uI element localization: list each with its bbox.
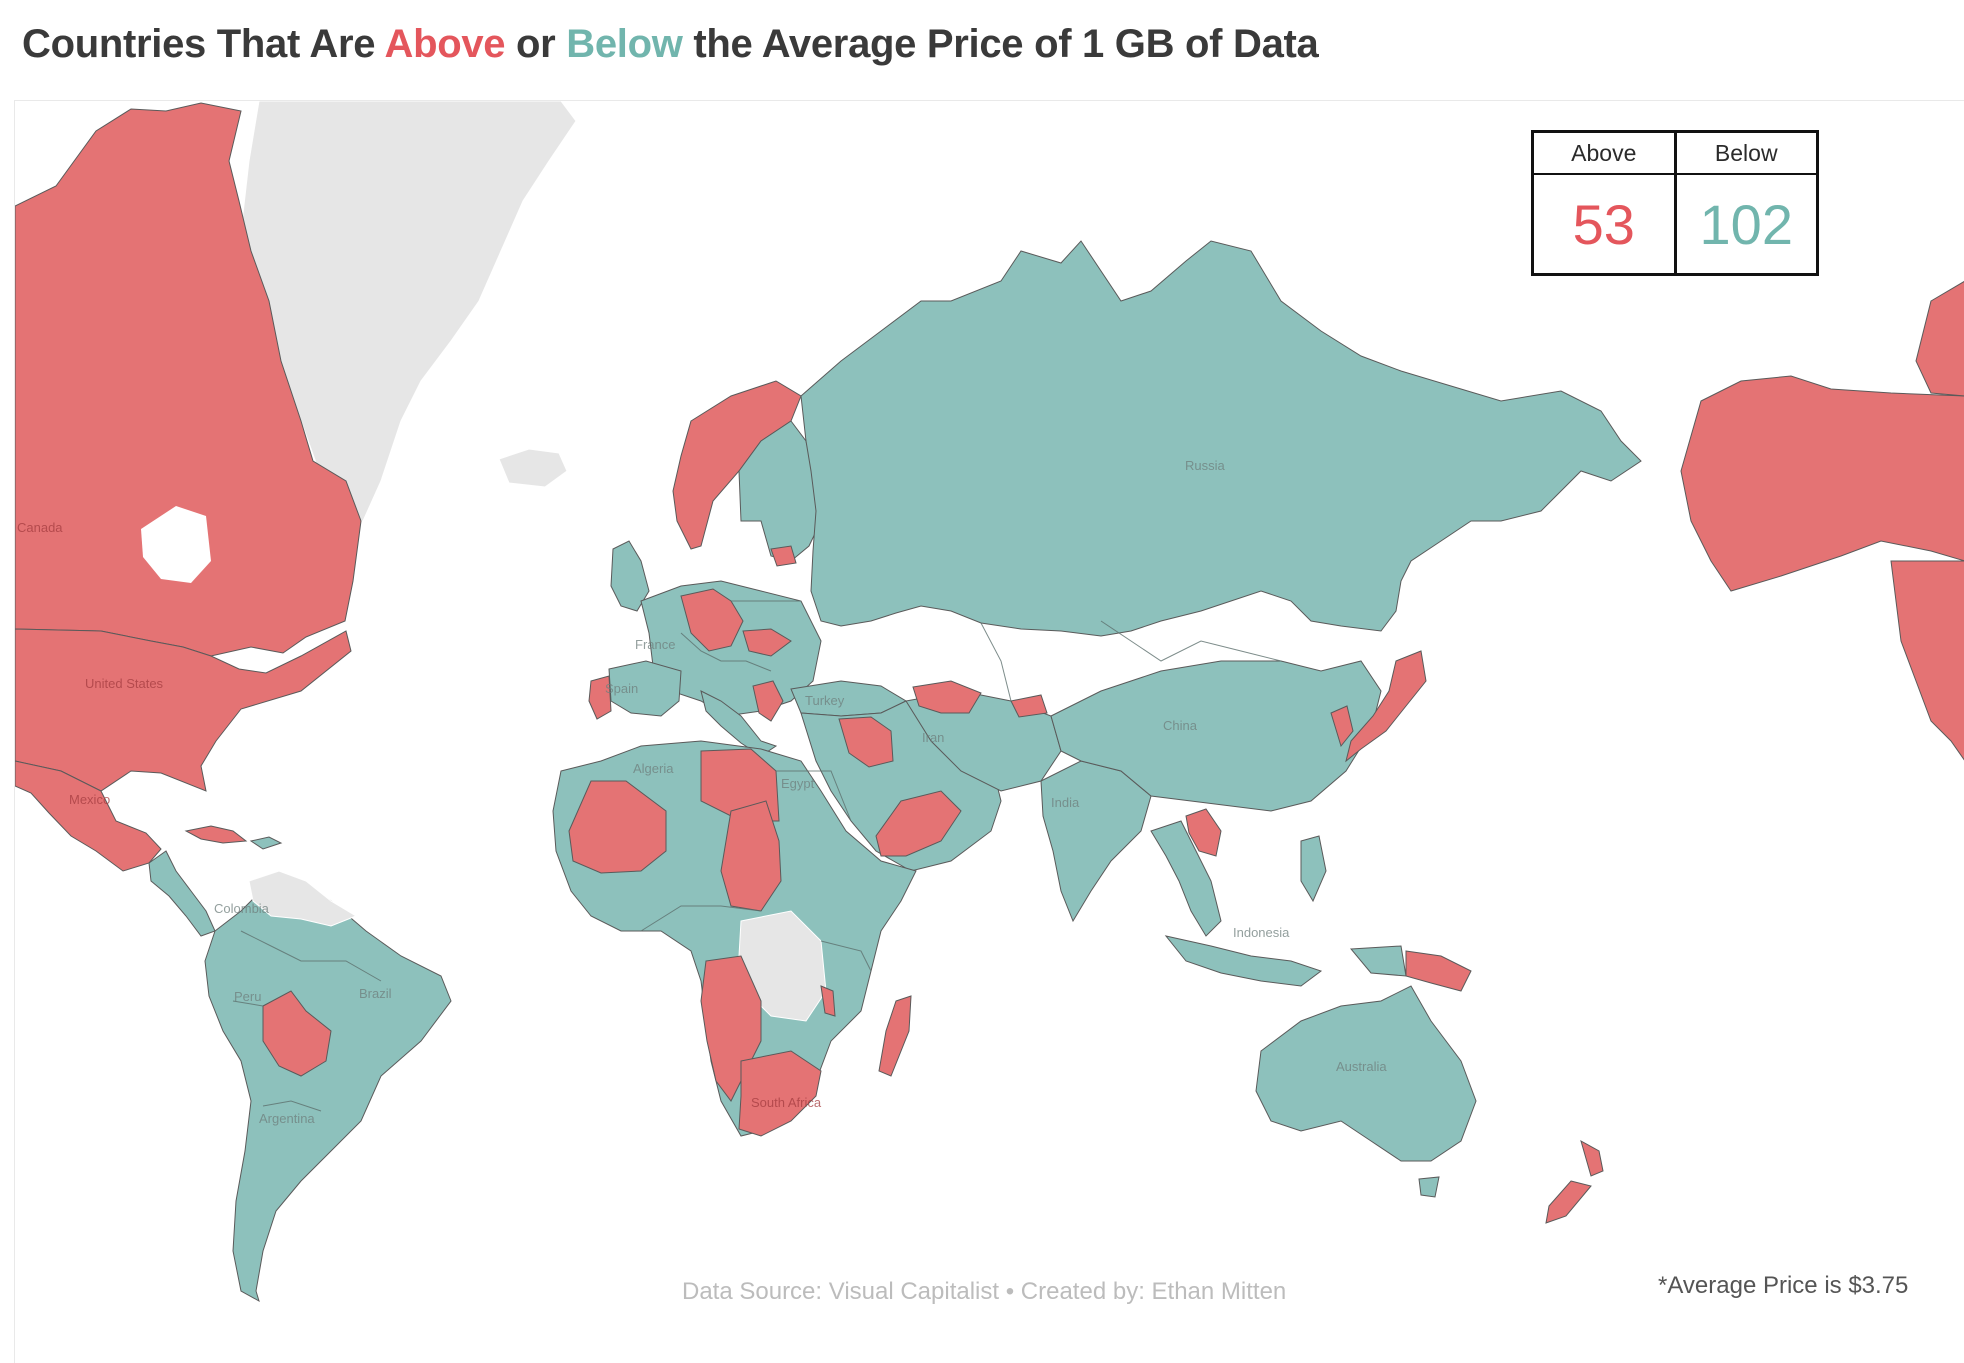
country-latvia[interactable] [770, 545, 797, 567]
title-below-word: Below [566, 22, 683, 66]
legend-above-count: 53 [1572, 192, 1635, 256]
country-oman-yemen[interactable] [875, 790, 962, 857]
country-norway[interactable] [672, 380, 802, 550]
label-russia: Russia [1185, 458, 1226, 473]
country-china[interactable] [1050, 660, 1382, 812]
country-spain[interactable] [608, 660, 682, 717]
country-cuba[interactable] [184, 825, 248, 844]
country-tasmania[interactable] [1418, 1176, 1440, 1198]
country-philippines[interactable] [1300, 835, 1327, 903]
country-us-west-edge[interactable] [1890, 560, 1964, 761]
label-china: China [1163, 718, 1198, 733]
border-africa-1 [640, 905, 762, 932]
country-alaska[interactable] [1680, 375, 1964, 592]
label-turkey: Turkey [805, 693, 845, 708]
legend-above-column: Above 53 [1534, 133, 1674, 273]
country-turkmenistan[interactable] [912, 680, 982, 714]
border-eu-1 [680, 632, 772, 672]
country-malawi[interactable] [820, 985, 836, 1017]
country-united-states[interactable] [15, 628, 352, 792]
data-source-credit: Data Source: Visual Capitalist • Created… [682, 1278, 1287, 1305]
label-peru: Peru [234, 989, 261, 1004]
country-chad-car[interactable] [720, 800, 782, 912]
country-mexico[interactable] [15, 760, 162, 872]
country-south-america[interactable] [204, 880, 452, 1303]
country-germany-poland[interactable] [680, 588, 744, 652]
country-iceland[interactable] [498, 448, 568, 488]
count-legend: Above 53 Below 102 [1531, 130, 1819, 276]
country-central-america[interactable] [148, 850, 216, 937]
country-se-asia[interactable] [1150, 820, 1222, 937]
country-laos-cambodia[interactable] [1185, 808, 1222, 857]
border-asia-2 [980, 622, 1012, 702]
country-japan[interactable] [1345, 650, 1427, 763]
country-mauritania-mali[interactable] [568, 780, 667, 874]
country-south-africa[interactable] [738, 1050, 822, 1137]
border-sa-1 [240, 930, 382, 982]
title-part-1: Countries That Are [22, 22, 385, 66]
world-map[interactable]: Canada United States Mexico Colombia Per… [14, 100, 1964, 1363]
country-new-guinea-west[interactable] [1349, 945, 1407, 977]
country-portugal[interactable] [588, 675, 612, 720]
average-price-footnote: *Average Price is $3.75 [1658, 1272, 1909, 1299]
country-madagascar[interactable] [878, 995, 912, 1077]
legend-above-label: Above [1534, 133, 1674, 175]
country-hispaniola[interactable] [249, 836, 283, 850]
country-iraq-syria[interactable] [838, 716, 894, 768]
title-above-word: Above [384, 22, 506, 66]
label-indonesia: Indonesia [1233, 925, 1290, 940]
label-australia: Australia [1336, 1059, 1387, 1074]
country-new-zealand[interactable] [1545, 1139, 1604, 1224]
country-tajikistan[interactable] [1010, 694, 1048, 718]
label-canada: Canada [17, 520, 63, 535]
legend-below-count: 102 [1699, 192, 1793, 256]
country-venezuela[interactable] [248, 870, 358, 927]
label-south-africa: South Africa [751, 1095, 822, 1110]
border-sa-2 [232, 1000, 264, 1007]
border-asia-1 [1100, 620, 1282, 662]
country-czech-hungary[interactable] [742, 628, 792, 657]
label-brazil: Brazil [359, 986, 392, 1001]
country-indonesia[interactable] [1164, 935, 1323, 987]
label-algeria: Algeria [633, 761, 674, 776]
country-india[interactable] [1040, 760, 1152, 923]
border-africa-3 [820, 940, 872, 972]
label-iran: Iran [922, 730, 944, 745]
country-greece[interactable] [752, 680, 784, 722]
border-sa-3 [262, 1100, 322, 1112]
label-united-states: United States [85, 676, 164, 691]
legend-below-column: Below 102 [1673, 133, 1816, 273]
title-part-3: the Average Price of 1 GB of Data [682, 22, 1319, 66]
world-map-svg: Canada United States Mexico Colombia Per… [15, 101, 1964, 1303]
chart-title: Countries That Are Above or Below the Av… [22, 22, 1319, 67]
country-bolivia[interactable] [262, 990, 332, 1077]
country-australia[interactable] [1255, 985, 1477, 1162]
title-part-2: or [505, 22, 567, 66]
label-mexico: Mexico [69, 792, 110, 807]
label-argentina: Argentina [259, 1111, 315, 1126]
country-russia[interactable] [800, 240, 1642, 637]
country-canada-east-edge[interactable] [1915, 281, 1964, 397]
legend-below-label: Below [1676, 133, 1816, 175]
label-egypt: Egypt [781, 776, 815, 791]
border-africa-2 [776, 770, 852, 822]
label-france: France [635, 637, 675, 652]
label-colombia: Colombia [214, 901, 270, 916]
label-india: India [1051, 795, 1080, 810]
hudson-bay [141, 506, 211, 583]
country-papua-new-guinea[interactable] [1405, 950, 1472, 992]
country-korea[interactable] [1330, 705, 1354, 748]
label-spain: Spain [605, 681, 638, 696]
